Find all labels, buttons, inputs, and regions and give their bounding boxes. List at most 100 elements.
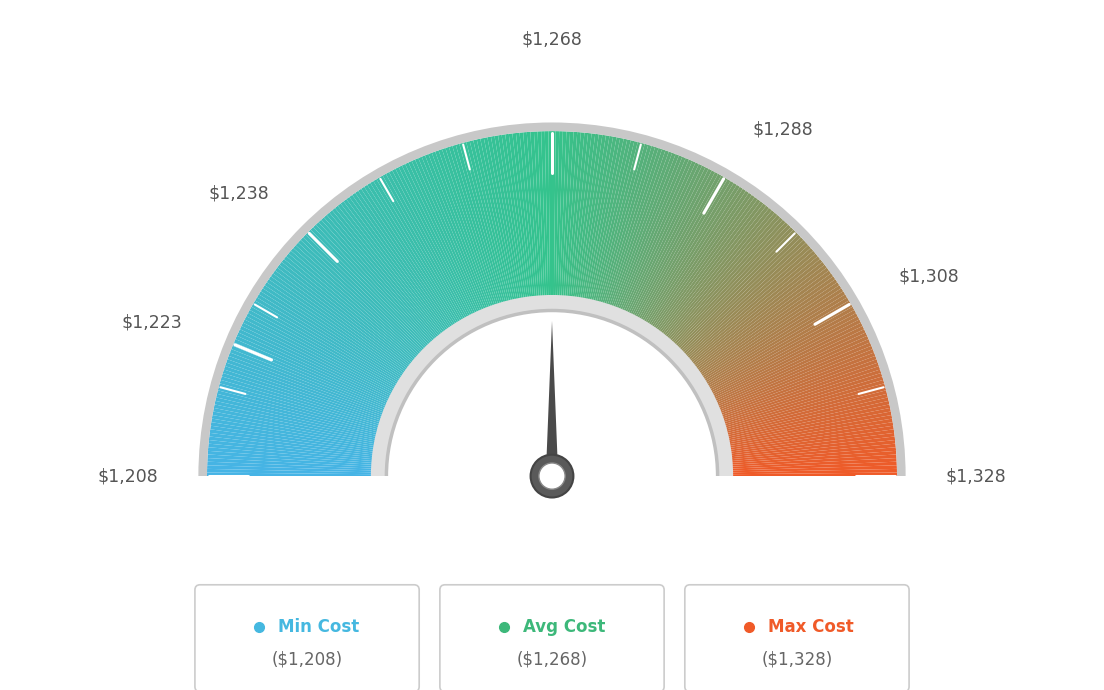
Wedge shape [332, 208, 439, 338]
Wedge shape [650, 187, 743, 326]
Wedge shape [224, 366, 382, 421]
Wedge shape [615, 152, 676, 308]
Wedge shape [408, 161, 479, 313]
Wedge shape [678, 230, 796, 349]
Wedge shape [728, 401, 890, 439]
Wedge shape [731, 440, 895, 460]
Wedge shape [506, 134, 530, 298]
Wedge shape [635, 170, 715, 318]
Wedge shape [731, 451, 896, 465]
Wedge shape [466, 141, 509, 302]
Wedge shape [590, 139, 627, 301]
Wedge shape [212, 415, 375, 446]
Wedge shape [710, 313, 858, 393]
Wedge shape [501, 135, 528, 299]
Wedge shape [716, 339, 870, 406]
Wedge shape [573, 133, 595, 298]
Wedge shape [595, 141, 638, 302]
Wedge shape [214, 401, 376, 439]
Wedge shape [562, 132, 574, 297]
Wedge shape [208, 462, 373, 471]
Wedge shape [713, 323, 862, 398]
Wedge shape [235, 336, 389, 405]
Wedge shape [220, 380, 380, 428]
Wedge shape [211, 422, 375, 450]
Wedge shape [725, 387, 887, 431]
Wedge shape [226, 359, 383, 417]
Wedge shape [682, 240, 806, 355]
Wedge shape [596, 142, 641, 303]
Wedge shape [405, 162, 477, 314]
Circle shape [539, 463, 565, 489]
Wedge shape [215, 397, 378, 437]
Wedge shape [641, 177, 728, 322]
Wedge shape [628, 164, 702, 315]
Wedge shape [715, 336, 869, 405]
Wedge shape [456, 144, 503, 304]
Wedge shape [631, 167, 709, 316]
Wedge shape [352, 193, 449, 330]
FancyBboxPatch shape [684, 585, 909, 690]
Wedge shape [221, 376, 380, 426]
Wedge shape [368, 183, 457, 324]
Bar [34, 476, 1070, 690]
Wedge shape [415, 158, 482, 311]
Wedge shape [523, 132, 539, 297]
Wedge shape [250, 307, 395, 390]
Wedge shape [340, 201, 444, 335]
Wedge shape [273, 270, 408, 371]
Wedge shape [640, 175, 724, 321]
Wedge shape [349, 195, 448, 331]
Wedge shape [512, 133, 533, 298]
Wedge shape [730, 426, 894, 452]
Wedge shape [240, 326, 391, 400]
Wedge shape [343, 199, 445, 333]
Wedge shape [565, 132, 581, 297]
Wedge shape [438, 149, 495, 306]
Wedge shape [567, 132, 584, 297]
Wedge shape [591, 139, 630, 302]
Wedge shape [656, 195, 755, 331]
Wedge shape [707, 300, 851, 386]
Wedge shape [700, 282, 839, 377]
Wedge shape [582, 136, 613, 299]
Wedge shape [246, 313, 394, 393]
FancyBboxPatch shape [195, 585, 420, 690]
Wedge shape [723, 373, 882, 424]
Wedge shape [210, 426, 374, 452]
Wedge shape [284, 256, 414, 363]
Wedge shape [222, 373, 381, 424]
Wedge shape [308, 230, 426, 349]
Wedge shape [199, 123, 905, 476]
Wedge shape [555, 131, 563, 297]
Wedge shape [484, 137, 519, 300]
Wedge shape [275, 268, 410, 369]
Text: $1,288: $1,288 [752, 121, 813, 139]
Wedge shape [720, 356, 877, 415]
Wedge shape [704, 295, 847, 383]
Text: Min Cost: Min Cost [278, 618, 359, 635]
Wedge shape [248, 310, 395, 391]
Wedge shape [373, 179, 460, 323]
Circle shape [531, 455, 573, 497]
Wedge shape [286, 253, 415, 362]
Wedge shape [691, 259, 822, 365]
Wedge shape [370, 181, 459, 324]
Wedge shape [238, 329, 390, 402]
Wedge shape [520, 132, 537, 297]
Wedge shape [385, 172, 467, 319]
Wedge shape [634, 168, 712, 317]
Text: $1,208: $1,208 [98, 467, 159, 485]
Wedge shape [593, 140, 635, 302]
Wedge shape [258, 291, 401, 382]
Wedge shape [491, 136, 522, 299]
Wedge shape [243, 319, 392, 396]
Wedge shape [534, 131, 544, 297]
Wedge shape [647, 183, 736, 324]
Wedge shape [658, 197, 757, 332]
Wedge shape [652, 190, 749, 329]
Wedge shape [731, 462, 896, 471]
Text: ($1,328): ($1,328) [762, 651, 832, 669]
Wedge shape [645, 181, 734, 324]
Wedge shape [584, 137, 617, 300]
